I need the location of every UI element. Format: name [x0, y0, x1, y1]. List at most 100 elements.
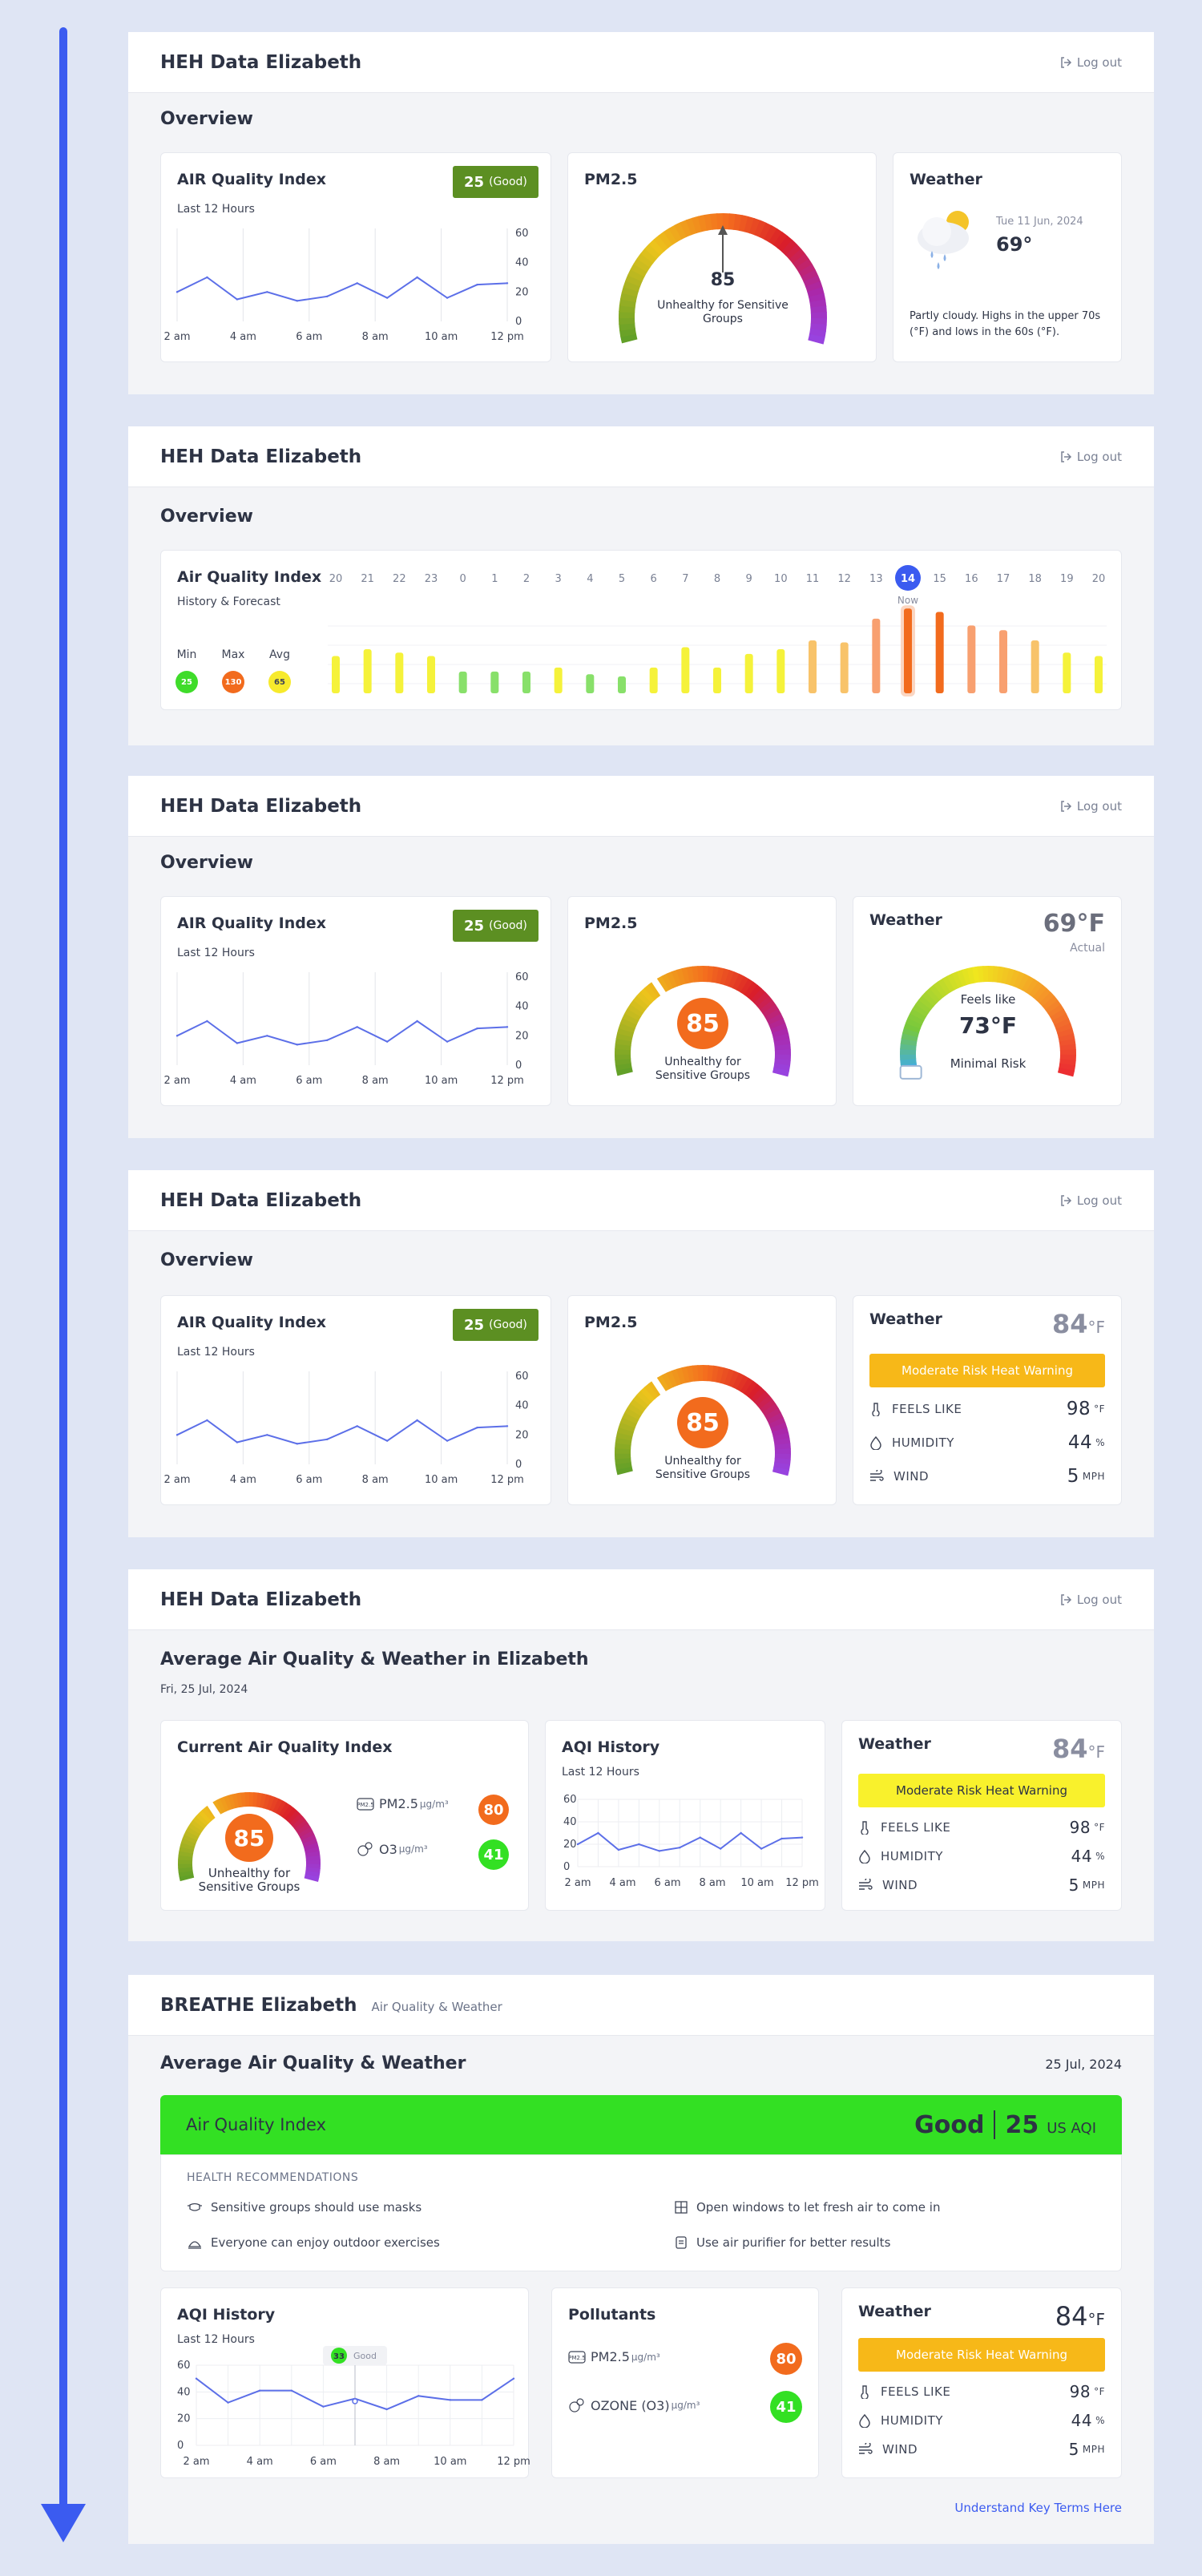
hour-label: 20	[1092, 573, 1106, 585]
gauge-arc-segment	[640, 248, 658, 264]
x-tick-label: 10 am	[740, 1877, 773, 1889]
pm25-gauge	[615, 966, 791, 1077]
gauge-arc-segment	[956, 969, 968, 987]
aqi-data-point	[175, 291, 179, 293]
aqi-card-title: AIR Quality Index	[177, 915, 326, 932]
aqi-series-line	[176, 1419, 508, 1445]
aqi-data-point	[506, 1026, 509, 1028]
x-tick-label: 4 am	[247, 2456, 273, 2468]
gauge-arc-segment	[951, 971, 963, 989]
hour-label: 3	[555, 573, 562, 585]
y-tick-label: 60	[515, 228, 529, 240]
aqi-data-point	[481, 2399, 483, 2401]
feels-like-unit: °F	[1094, 2386, 1105, 2397]
gauge-arc-segment	[1021, 975, 1035, 993]
weather-card: Weather 84°F Moderate Risk Heat Warning …	[841, 1720, 1122, 1911]
gauge-arc-segment	[624, 1407, 642, 1420]
feels-like-label: FEELS LIKE	[881, 2384, 951, 2399]
wind-row: WIND 5 MPH	[869, 1464, 1105, 1488]
logout-label: Log out	[1076, 1592, 1122, 1607]
gauge-arc-segment	[764, 225, 778, 243]
hour-label: 4	[587, 573, 593, 585]
gauge-arc-segment	[656, 975, 670, 993]
avg-badge: 65	[268, 671, 291, 693]
hour-label: 8	[714, 573, 720, 585]
pm25-card-title: PM2.5	[584, 171, 638, 188]
gauge-arc-segment	[636, 991, 652, 1007]
feels-like-label: FEELS LIKE	[881, 1820, 951, 1835]
gauge-arc-segment	[643, 983, 659, 1000]
gauge-arc-segment	[627, 1403, 644, 1416]
humidity-label: HUMIDITY	[881, 1849, 943, 1863]
gauge-arc-segment	[720, 968, 730, 986]
partly-cloudy-rain-icon	[918, 211, 969, 269]
logout-button[interactable]: Log out	[1059, 1593, 1122, 1607]
logout-button[interactable]: Log out	[1059, 55, 1122, 70]
page-title: Overview	[160, 853, 253, 873]
gauge-arc-segment	[1001, 967, 1010, 984]
aqi-data-point	[290, 2389, 292, 2392]
gauge-arc-segment	[933, 981, 948, 998]
logout-button[interactable]: Log out	[1059, 1193, 1122, 1208]
feels-like-row: FEELS LIKE 98 °F	[869, 1397, 1105, 1421]
gauge-arc-segment	[810, 305, 827, 314]
gauge-arc-segment	[732, 1372, 745, 1390]
gauge-arc-segment	[1029, 981, 1044, 998]
key-terms-link[interactable]: Understand Key Terms Here	[954, 2501, 1122, 2515]
gauge-arc-segment	[747, 1383, 763, 1400]
gauge-arc-segment	[302, 1838, 318, 1848]
aqi-data-point	[266, 291, 268, 293]
gauge-arc-segment	[661, 973, 674, 991]
hour-label: 7	[682, 573, 688, 585]
aqi-bar	[904, 608, 912, 693]
aqi-bar	[363, 649, 372, 693]
gauge-arc-segment	[296, 1823, 311, 1835]
logout-icon	[1061, 1194, 1071, 1206]
page-title: Average Air Quality & Weather	[160, 2053, 466, 2073]
tooltip-label: Good	[353, 2351, 377, 2361]
aqi-data-point	[446, 1040, 449, 1043]
wind-unit: MPH	[1082, 2444, 1105, 2455]
current-aqi-status-line1: Unhealthy for	[208, 1866, 291, 1880]
pm25-card: PM2.5 85 Unhealthy for Sensitive Groups	[567, 896, 837, 1106]
logout-icon	[1061, 450, 1071, 462]
aqi-banner-value: 25	[1005, 2110, 1039, 2139]
pollutants-title: Pollutants	[568, 2306, 656, 2324]
weather-date: Tue 11 Jun, 2024	[996, 216, 1083, 228]
logout-button[interactable]: Log out	[1059, 799, 1122, 814]
pm25-row: PM2.5 PM2.5 µg/m³	[568, 2349, 659, 2364]
gauge-arc-segment	[770, 1023, 788, 1034]
logout-button[interactable]: Log out	[1059, 450, 1122, 464]
gauge-arc-segment	[680, 220, 692, 237]
gauge-arc-segment	[748, 217, 761, 236]
wind-label: WIND	[893, 1469, 930, 1484]
aqi-bar	[1063, 652, 1071, 693]
aqi-bar	[395, 652, 404, 693]
current-hour-marker	[895, 565, 921, 591]
mask-icon	[188, 2203, 202, 2211]
wind-label: WIND	[882, 2442, 918, 2457]
gauge-marker	[204, 1799, 223, 1822]
aqi-history-line-chart: 2 am 4 am 6 am 8 am 10 am 12 pm 0 20 40 60 33 Good	[177, 2346, 530, 2468]
timeline-arrow	[59, 27, 67, 2508]
weather-card: Weather 84°F Moderate Risk Heat Warning …	[853, 1295, 1122, 1505]
gauge-arc-segment	[182, 1834, 198, 1844]
aqi-history-title: AQI History	[562, 1738, 660, 1756]
aqi-data-point	[259, 2389, 261, 2392]
hour-label: 5	[619, 573, 625, 585]
wind-value: 5	[1068, 2440, 1079, 2459]
gauge-arc-segment	[774, 1044, 791, 1052]
aqi-bar	[840, 642, 849, 693]
pm25-status-line2: Sensitive Groups	[655, 1069, 751, 1082]
gauge-arc-segment	[178, 1850, 194, 1858]
gauge-arc-segment	[615, 1037, 632, 1046]
brand-name: BREATHE Elizabeth	[160, 1994, 357, 2016]
gauge-arc-segment	[938, 978, 952, 995]
x-tick-label: 8 am	[362, 1474, 389, 1486]
gauge-arc-segment	[300, 1831, 315, 1841]
page-title: Overview	[160, 1250, 253, 1270]
gauge-arc-segment	[190, 1819, 205, 1832]
aqi-bar	[1031, 640, 1039, 693]
x-tick-label: 6 am	[310, 2456, 337, 2468]
gauge-arc-segment	[192, 1815, 208, 1829]
